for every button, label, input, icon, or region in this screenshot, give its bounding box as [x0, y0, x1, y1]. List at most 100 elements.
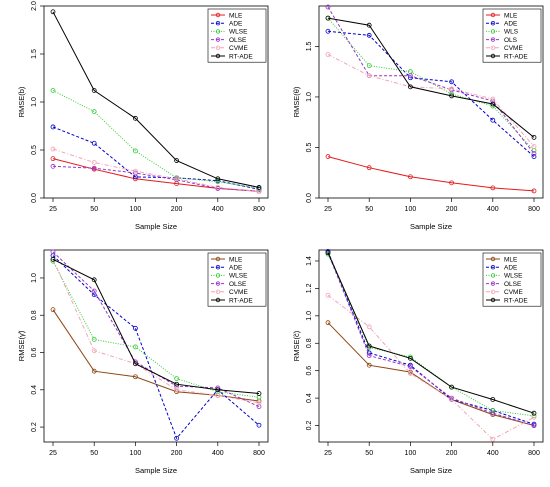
x-axis-title: Sample Size — [410, 466, 452, 475]
data-point — [407, 362, 413, 368]
legend-marker — [215, 12, 221, 18]
legend-marker — [215, 297, 221, 303]
x-tick-label: 50 — [365, 206, 373, 213]
series-cvme — [50, 146, 262, 194]
data-point — [174, 381, 180, 387]
data-point — [407, 84, 413, 90]
legend-item-rt-ade: RT-ADE — [211, 297, 253, 304]
data-point — [407, 371, 413, 376]
legend-label: MLE — [229, 256, 243, 263]
y-tick-label: 1.0 — [31, 273, 38, 283]
series-line — [327, 6, 535, 154]
data-point — [490, 117, 496, 123]
legend-item-ade: ADE — [211, 21, 243, 28]
legend-item-rt-ade: RT-ADE — [486, 297, 528, 304]
data-point — [215, 387, 221, 393]
data-point — [325, 28, 331, 34]
plot-frame — [43, 249, 269, 443]
data-point — [215, 176, 221, 182]
legend-label: ADE — [504, 265, 518, 272]
legend-marker — [215, 37, 221, 42]
series-line — [327, 251, 535, 425]
data-point — [366, 362, 372, 368]
legend-label: CVME — [504, 45, 523, 52]
data-point — [256, 400, 262, 406]
x-axis-title: Sample Size — [135, 466, 177, 475]
x-tick-label: 800 — [253, 206, 265, 213]
data-point — [174, 158, 180, 163]
data-point — [325, 15, 331, 21]
legend-item-cvme: CVME — [486, 45, 523, 52]
series-rt-ade — [50, 9, 262, 190]
x-tick-label: 400 — [487, 450, 499, 457]
data-point — [531, 134, 537, 140]
chart-svg: 25 50 100 200 400 800 0.0 0.5 1.0 1.5 Sample Size R… — [292, 4, 544, 231]
data-point — [366, 343, 372, 349]
series-line — [52, 148, 260, 192]
series-line — [52, 126, 260, 190]
legend-marker — [490, 12, 496, 18]
legend-marker — [490, 45, 496, 50]
series-line — [52, 255, 260, 440]
series-line — [52, 309, 260, 402]
data-point — [531, 421, 537, 427]
legend-label: OLS — [504, 37, 518, 44]
chart-panel-rmse-c: 25 50 100 200 400 800 0.2 0.4 0.6 0.8 1.0 1.2 1.4 Sam… — [275, 244, 550, 487]
legend-item-ade: ADE — [211, 265, 243, 272]
data-point — [91, 368, 97, 374]
series-rt-ade — [50, 256, 262, 396]
x-tick-label: 100 — [130, 450, 142, 457]
y-tick-label: 1.4 — [306, 256, 313, 266]
series-mle — [325, 320, 537, 428]
y-tick-label: 0.8 — [306, 338, 313, 348]
series-cvme — [50, 256, 262, 406]
y-tick-label: 1.5 — [31, 49, 38, 59]
data-point — [50, 249, 56, 255]
legend-label: MLE — [229, 12, 243, 19]
data-point — [91, 288, 97, 294]
y-tick-label: 0.6 — [306, 366, 313, 376]
data-point — [132, 374, 138, 380]
series-rt-ade — [325, 250, 537, 416]
data-point — [325, 52, 331, 57]
series-line — [327, 30, 535, 157]
legend-label: WLSE — [504, 273, 523, 280]
data-point — [256, 185, 262, 190]
series-line — [327, 322, 535, 426]
series-line — [327, 17, 535, 138]
legend-label: MLE — [504, 256, 518, 263]
data-point — [50, 163, 56, 169]
series-line — [327, 156, 535, 192]
data-point — [174, 376, 180, 382]
y-tick-label: 1.0 — [306, 92, 313, 102]
data-point — [215, 392, 221, 398]
y-tick-label: 0.4 — [306, 393, 313, 403]
legend-label: CVME — [504, 289, 523, 296]
x-tick-label: 50 — [90, 206, 98, 213]
data-point — [256, 391, 262, 396]
data-point — [366, 324, 372, 330]
data-point — [174, 176, 180, 182]
legend-marker — [215, 45, 221, 50]
data-point — [490, 101, 496, 107]
data-point — [366, 73, 372, 79]
legend-item-ade: ADE — [486, 265, 518, 272]
legend-label: WLSE — [229, 29, 248, 36]
series-cvme — [325, 292, 537, 442]
legend-marker — [490, 297, 496, 303]
series-line — [52, 158, 260, 192]
data-point — [366, 353, 372, 358]
data-point — [325, 292, 331, 298]
legend-item-wlse: WLSE — [211, 273, 248, 280]
legend-box — [207, 8, 267, 63]
x-tick-label: 200 — [171, 206, 183, 213]
legend-label: RT-ADE — [504, 297, 528, 304]
data-point — [366, 22, 372, 28]
data-point — [449, 93, 455, 99]
plot-frame — [318, 249, 544, 443]
legend-item-olse: OLSE — [211, 37, 247, 44]
legend-label: ADE — [229, 265, 243, 272]
data-point — [531, 154, 537, 159]
x-tick-label: 200 — [171, 450, 183, 457]
